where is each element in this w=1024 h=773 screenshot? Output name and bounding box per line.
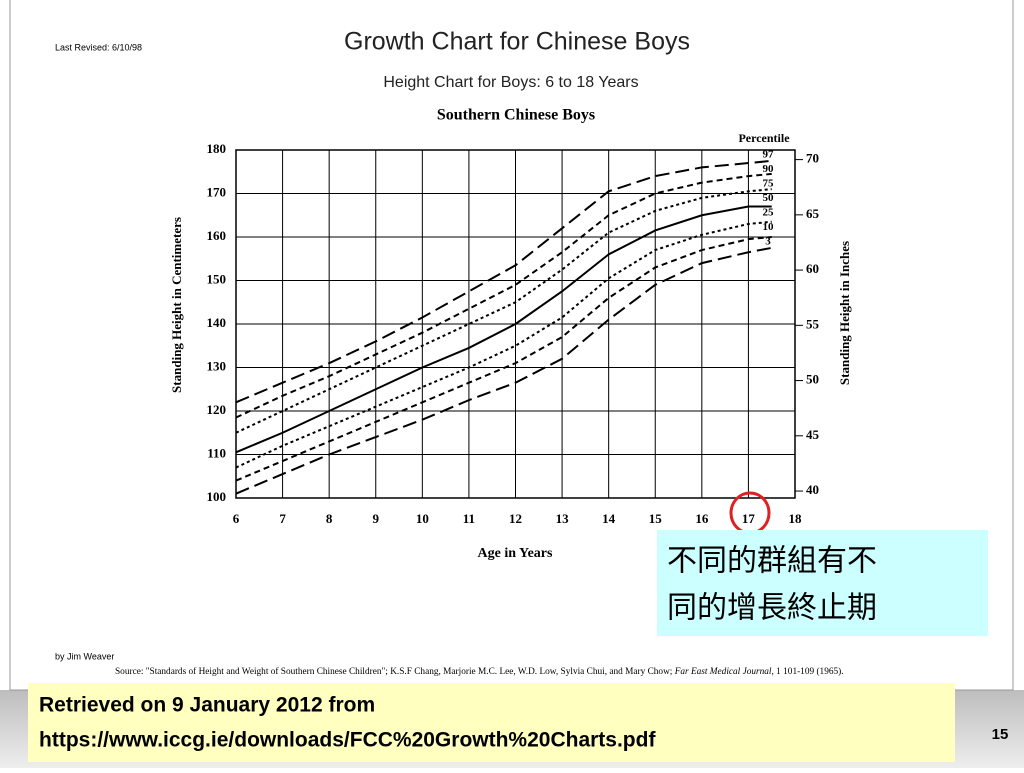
page-number: 15 [992, 726, 1009, 743]
y2-tick-label: 50 [806, 372, 819, 387]
x-tick-label: 10 [416, 511, 429, 526]
y2-tick-label: 65 [806, 206, 820, 221]
y-tick-label: 150 [207, 271, 227, 286]
callout-box [657, 530, 988, 636]
plot-border [235, 149, 796, 499]
retrieved-box [28, 683, 955, 762]
y2-label: Standing Height in Inches [837, 241, 852, 385]
x-tick-label: 18 [789, 511, 803, 526]
y-tick-label: 100 [207, 489, 227, 504]
author: by Jim Weaver [55, 651, 114, 661]
x-tick-label: 17 [742, 511, 756, 526]
x-tick-label: 8 [326, 511, 333, 526]
legend-label: 25 [763, 207, 775, 219]
retrieved-text: Retrieved on 9 January 2012 from [39, 694, 375, 717]
y-tick-label: 130 [207, 358, 227, 373]
percentile-line [235, 220, 772, 469]
y-tick-label: 170 [207, 184, 227, 199]
legend-label: 90 [763, 163, 775, 175]
legend-label: 3 [765, 236, 771, 248]
retrieved-url: https://www.iccg.ie/downloads/FCC%20Grow… [39, 729, 656, 752]
y2-tick-label: 55 [806, 316, 820, 331]
legend-label: 75 [763, 178, 775, 190]
x-tick-label: 11 [463, 511, 475, 526]
title: Growth Chart for Chinese Boys [344, 28, 690, 56]
source: Source: "Standards of Height and Weight … [115, 666, 844, 677]
percentile-line [235, 205, 772, 454]
x-tick-label: 14 [602, 511, 616, 526]
percentile-line [235, 172, 772, 419]
y-label: Standing Height in Centimeters [169, 217, 184, 393]
y-tick-label: 110 [207, 445, 226, 460]
y-tick-label: 180 [207, 141, 227, 156]
percentile-line [235, 246, 772, 495]
y-tick-label: 160 [207, 228, 227, 243]
legend-label: 10 [763, 221, 775, 233]
x-tick-label: 15 [649, 511, 663, 526]
source-journal: Far East Medical Journal, [674, 667, 774, 677]
chart-title: Southern Chinese Boys [437, 107, 595, 124]
x-tick-label: 6 [233, 511, 240, 526]
y-tick-label: 120 [207, 402, 227, 417]
y2-tick-label: 40 [806, 482, 819, 497]
plot: 6 7 8 9 10 11 12 13 14 15 16 17 18 100 110 120 130 140 150… [207, 141, 820, 526]
x-tick-label: 7 [279, 511, 286, 526]
revised: Last Revised: 6/10/98 [55, 42, 142, 52]
source-text: Source: "Standards of Height and Weight … [115, 666, 675, 677]
y2-tick-label: 45 [806, 427, 820, 442]
legend-label: 97 [763, 149, 775, 161]
y2-tick-label: 60 [806, 261, 819, 276]
x-label: Age in Years [478, 546, 553, 561]
percentile-line [235, 188, 772, 434]
x-tick-label: 16 [695, 511, 709, 526]
x-tick-label: 13 [556, 511, 570, 526]
legend-title: Percentile [738, 131, 790, 145]
source-text: 1 101-109 (1965). [774, 666, 844, 677]
x-tick-label: 12 [509, 511, 522, 526]
y-tick-label: 140 [207, 315, 227, 330]
callout-text: 不同的群組有不 [667, 544, 877, 579]
callout-text: 同的增長終止期 [667, 591, 877, 626]
y2-tick-label: 70 [806, 151, 819, 166]
x-tick-label: 9 [373, 511, 380, 526]
percentile-line [235, 236, 772, 482]
percentile-line [235, 159, 772, 404]
legend-label: 50 [763, 192, 775, 204]
subtitle: Height Chart for Boys: 6 to 18 Years [383, 74, 638, 91]
